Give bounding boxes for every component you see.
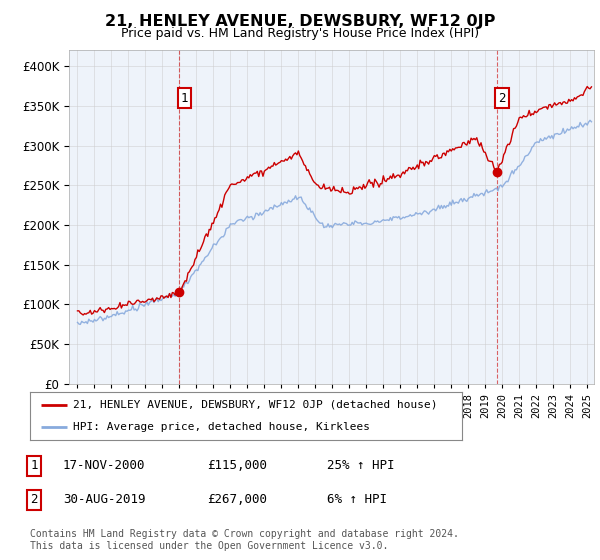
Text: HPI: Average price, detached house, Kirklees: HPI: Average price, detached house, Kirk… [73,422,370,432]
Text: 21, HENLEY AVENUE, DEWSBURY, WF12 0JP: 21, HENLEY AVENUE, DEWSBURY, WF12 0JP [105,14,495,29]
Text: 25% ↑ HPI: 25% ↑ HPI [327,459,395,473]
Text: 2: 2 [31,493,38,506]
Text: 30-AUG-2019: 30-AUG-2019 [63,493,146,506]
Text: Price paid vs. HM Land Registry's House Price Index (HPI): Price paid vs. HM Land Registry's House … [121,27,479,40]
Text: Contains HM Land Registry data © Crown copyright and database right 2024.
This d: Contains HM Land Registry data © Crown c… [30,529,459,551]
Text: £267,000: £267,000 [207,493,267,506]
Text: 17-NOV-2000: 17-NOV-2000 [63,459,146,473]
Text: 2: 2 [498,91,505,105]
Text: £115,000: £115,000 [207,459,267,473]
Text: 1: 1 [31,459,38,473]
Text: 1: 1 [181,91,188,105]
Text: 6% ↑ HPI: 6% ↑ HPI [327,493,387,506]
Text: 21, HENLEY AVENUE, DEWSBURY, WF12 0JP (detached house): 21, HENLEY AVENUE, DEWSBURY, WF12 0JP (d… [73,400,438,410]
